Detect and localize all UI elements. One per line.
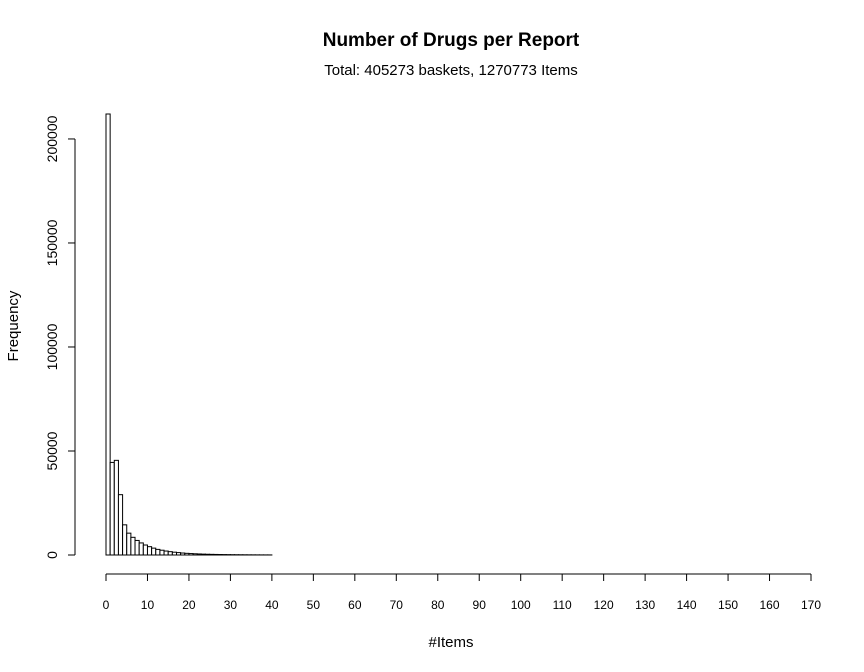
x-tick-label: 10 <box>141 598 155 612</box>
histogram-bar <box>122 524 128 556</box>
histogram-bar <box>109 461 115 556</box>
histogram-bar <box>163 550 169 556</box>
y-tick-label: 150000 <box>44 219 60 266</box>
histogram-bar <box>126 532 132 556</box>
x-tick-label: 170 <box>801 598 821 612</box>
histogram-bar <box>196 553 202 556</box>
y-tick-label: 100000 <box>44 323 60 370</box>
y-axis-label: Frequency <box>5 290 22 361</box>
histogram-bar <box>167 551 173 556</box>
histogram-bar <box>146 546 153 556</box>
x-axis: 0 10 20 30 40 50 60 70 80 90 100 110 120 130 140 150 160… <box>103 573 821 612</box>
y-axis: 0 50000 100000 150000 200000 <box>44 115 76 559</box>
histogram-bar <box>176 552 182 556</box>
x-tick-label: 130 <box>635 598 655 612</box>
x-tick-label: 50 <box>307 598 321 612</box>
x-tick-label: 150 <box>718 598 738 612</box>
histogram-bar <box>138 542 144 556</box>
histogram-bar <box>213 553 219 556</box>
histogram-bar <box>117 494 124 556</box>
x-axis-label: #Items <box>428 634 473 651</box>
y-tick-label: 200000 <box>44 115 60 162</box>
x-tick-label: 110 <box>553 598 572 612</box>
chart-title: Number of Drugs per Report <box>323 30 580 51</box>
x-tick-label: 100 <box>511 598 531 612</box>
histogram-bar <box>159 549 165 556</box>
x-tick-label: 30 <box>224 598 238 612</box>
histogram-bar <box>130 536 136 556</box>
bars-group <box>105 113 273 556</box>
x-tick-label: 0 <box>103 598 110 612</box>
histogram-bar <box>180 552 186 556</box>
histogram-bar <box>184 552 190 556</box>
histogram-bar <box>105 113 111 556</box>
histogram-bar <box>134 539 140 556</box>
chart-subtitle: Total: 405273 baskets, 1270773 Items <box>324 62 578 79</box>
histogram-bar <box>171 551 177 556</box>
histogram-bar <box>155 548 161 556</box>
x-tick-label: 80 <box>431 598 445 612</box>
x-tick-label: 40 <box>265 598 279 612</box>
x-tick-label: 120 <box>594 598 614 612</box>
histogram-bar <box>188 553 194 556</box>
histogram-bar <box>113 459 119 556</box>
y-tick-label: 50000 <box>44 431 60 470</box>
histogram-bar <box>205 553 211 556</box>
histogram-bar <box>142 544 148 556</box>
x-tick-label: 60 <box>348 598 362 612</box>
histogram-bar <box>151 547 157 556</box>
histogram-bar <box>192 553 198 556</box>
x-tick-label: 140 <box>677 598 697 612</box>
y-tick-label: 0 <box>44 551 60 559</box>
x-tick-label: 70 <box>390 598 404 612</box>
x-tick-label: 20 <box>182 598 196 612</box>
histogram-bar <box>209 553 215 556</box>
x-tick-label: 90 <box>473 598 487 612</box>
x-tick-label: 160 <box>760 598 780 612</box>
histogram-bar <box>200 553 207 556</box>
